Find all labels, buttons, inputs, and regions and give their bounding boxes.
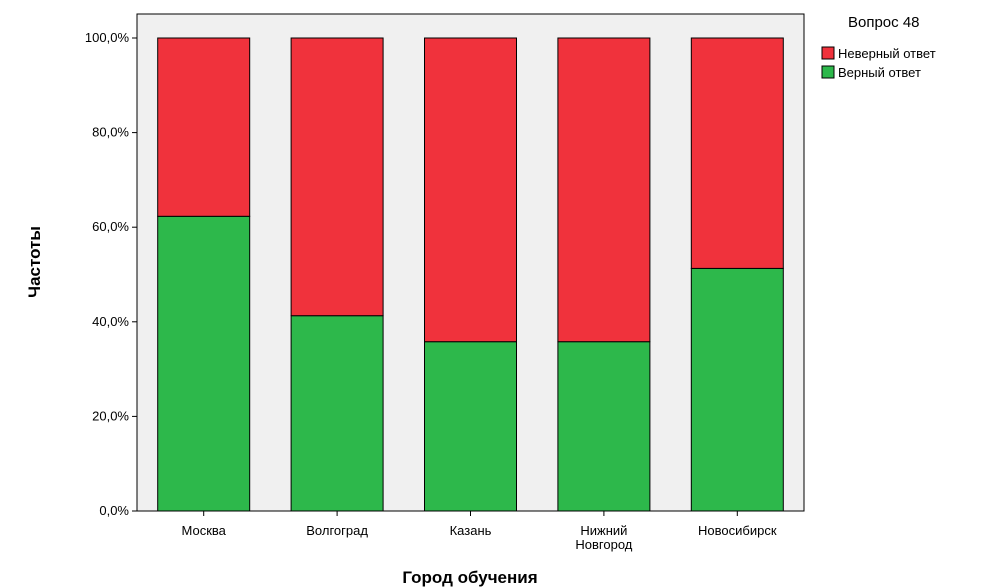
bar-segment-incorrect — [157, 37, 251, 217]
legend-title: Вопрос 48 — [848, 14, 920, 31]
legend: Вопрос 48 Неверный ответ Верный ответ — [821, 14, 936, 80]
y-axis-title: Частоты — [25, 226, 44, 298]
x-axis: Москва Волгоград Казань Нижний Новгород Новос… — [182, 511, 777, 552]
x-axis-title: Город обучения — [402, 568, 537, 587]
y-tick-label: 60,0% — [92, 219, 129, 234]
bars-group — [157, 37, 784, 512]
y-tick-label: 0,0% — [99, 503, 129, 518]
bar-segment-correct — [690, 267, 784, 512]
y-tick-label: 40,0% — [92, 314, 129, 329]
y-tick-label: 100,0% — [85, 30, 130, 45]
legend-label-correct: Верный ответ — [838, 65, 921, 80]
x-tick-label: Новосибирск — [698, 523, 777, 538]
x-tick-label: Москва — [182, 523, 227, 538]
bar-segment-incorrect — [557, 37, 651, 343]
bar-segment-incorrect — [690, 37, 784, 269]
x-tick-label: Казань — [450, 523, 492, 538]
bar-segment-correct — [290, 315, 384, 512]
x-tick-label: Нижний Новгород — [575, 523, 632, 552]
y-tick-label: 20,0% — [92, 408, 129, 423]
bar-segment-correct — [157, 215, 251, 512]
bar-segment-correct — [424, 341, 517, 512]
bar-segment-incorrect — [290, 37, 384, 317]
legend-swatch-correct — [821, 65, 835, 79]
x-tick-label: Волгоград — [306, 523, 368, 538]
legend-swatch-incorrect — [821, 46, 835, 60]
y-axis: 0,0% 20,0% 40,0% 60,0% 80,0% 100,0% — [85, 30, 137, 518]
legend-label-incorrect: Неверный ответ — [838, 46, 936, 61]
bar-segment-correct — [557, 341, 651, 512]
bar-segment-incorrect — [424, 37, 517, 343]
y-tick-label: 80,0% — [92, 125, 129, 140]
